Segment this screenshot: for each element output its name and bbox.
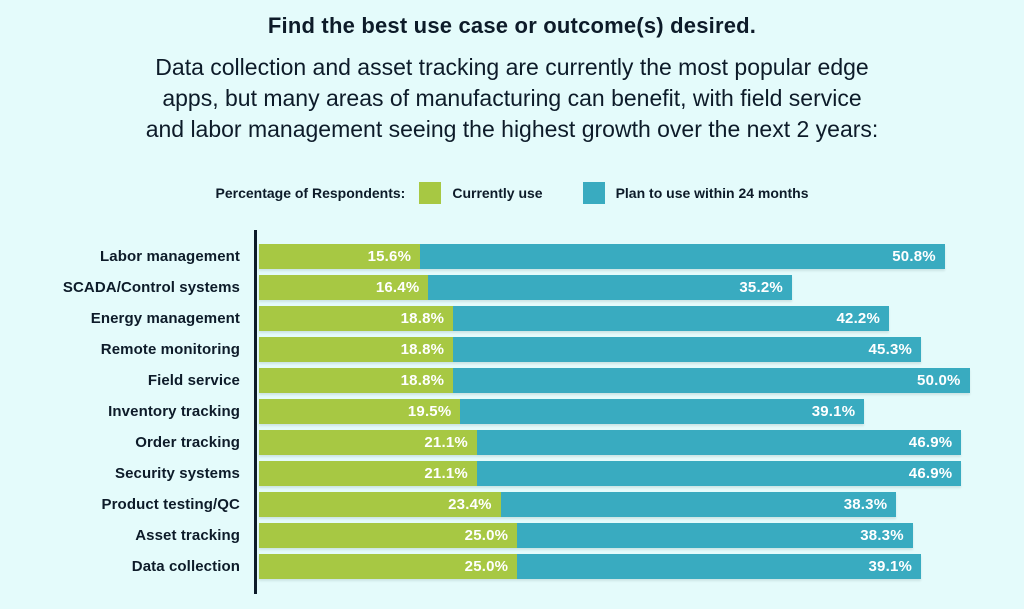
category-label: Security systems [114, 465, 240, 482]
bar-track: 16.4% 35.2% [259, 275, 792, 300]
value-label-currently-use: 23.4% [448, 496, 492, 513]
bar-segment-currently-use: 25.0% [259, 554, 518, 579]
bar-segment-currently-use: 21.1% [259, 430, 477, 455]
bar-segment-currently-use: 15.6% [259, 244, 421, 269]
legend-item-plan-to-use: Plan to use within 24 months [582, 182, 809, 204]
bar-segment-plan-to-use: 50.0% [453, 368, 970, 393]
category-label: Product testing/QC [101, 496, 240, 513]
category-label: Data collection [131, 558, 240, 575]
bar-segment-plan-to-use: 46.9% [476, 430, 962, 455]
bar-segment-plan-to-use: 50.8% [420, 244, 945, 269]
chart-rows: Labor management 15.6% 50.8% SCADA/Contr… [0, 244, 1024, 579]
value-label-plan-to-use: 42.2% [836, 310, 881, 327]
value-label-currently-use: 15.6% [367, 248, 412, 265]
value-label-plan-to-use: 46.9% [908, 434, 953, 451]
value-label-plan-to-use: 38.3% [860, 527, 904, 544]
bar-segment-currently-use: 16.4% [259, 275, 429, 300]
bar-chart: Labor management 15.6% 50.8% SCADA/Contr… [0, 230, 1024, 594]
legend-swatch-plan-to-use [582, 182, 605, 204]
category-label: SCADA/Control systems [62, 279, 240, 296]
bar-segment-currently-use: 21.1% [259, 461, 477, 486]
bar-track: 18.8% 42.2% [259, 306, 890, 331]
chart-row: Remote monitoring 18.8% 45.3% [0, 337, 1024, 362]
value-label-currently-use: 18.8% [400, 310, 445, 327]
bar-segment-plan-to-use: 39.1% [517, 554, 922, 579]
value-label-currently-use: 21.1% [424, 465, 468, 482]
value-label-currently-use: 18.8% [400, 341, 445, 358]
legend-label-plan-to-use: Plan to use within 24 months [615, 185, 809, 201]
value-label-plan-to-use: 50.8% [892, 248, 936, 265]
bar-segment-currently-use: 18.8% [259, 368, 454, 393]
category-label: Labor management [100, 248, 240, 265]
chart-row: Data collection 25.0% 39.1% [0, 554, 1024, 579]
category-label: Field service [147, 372, 240, 389]
subtitle-text: Data collection and asset tracking are c… [145, 54, 879, 142]
legend-item-currently-use: Currently use [419, 182, 543, 204]
chart-row: Inventory tracking 19.5% 39.1% [0, 399, 1024, 424]
chart-row: Labor management 15.6% 50.8% [0, 244, 1024, 269]
category-label: Asset tracking [135, 527, 240, 544]
chart-row: Field service 18.8% 50.0% [0, 368, 1024, 393]
value-label-plan-to-use: 39.1% [868, 558, 913, 575]
value-label-currently-use: 18.8% [400, 372, 445, 389]
bar-segment-currently-use: 25.0% [259, 523, 518, 548]
bar-segment-plan-to-use: 35.2% [428, 275, 792, 300]
bar-segment-currently-use: 18.8% [259, 306, 454, 331]
bar-track: 25.0% 39.1% [259, 554, 922, 579]
value-label-plan-to-use: 46.9% [908, 465, 953, 482]
chart-row: Product testing/QC 23.4% 38.3% [0, 492, 1024, 517]
chart-row: Asset tracking 25.0% 38.3% [0, 523, 1024, 548]
chart-row: Energy management 18.8% 42.2% [0, 306, 1024, 331]
category-label: Energy management [90, 310, 240, 327]
page-title: Find the best use case or outcome(s) des… [267, 13, 757, 38]
legend-swatch-currently-use [419, 182, 442, 204]
bar-segment-currently-use: 18.8% [259, 337, 454, 362]
chart-row: Order tracking 21.1% 46.9% [0, 430, 1024, 455]
bar-track: 19.5% 39.1% [259, 399, 865, 424]
value-label-plan-to-use: 39.1% [811, 403, 856, 420]
legend-title: Percentage of Respondents: [215, 185, 406, 201]
value-label-currently-use: 16.4% [375, 279, 420, 296]
value-label-currently-use: 21.1% [424, 434, 468, 451]
y-axis-line [254, 230, 257, 594]
bar-segment-currently-use: 19.5% [259, 399, 461, 424]
bar-track: 21.1% 46.9% [259, 461, 962, 486]
value-label-plan-to-use: 50.0% [917, 372, 961, 389]
chart-row: Security systems 21.1% 46.9% [0, 461, 1024, 486]
bar-track: 25.0% 38.3% [259, 523, 913, 548]
value-label-currently-use: 19.5% [407, 403, 452, 420]
value-label-plan-to-use: 35.2% [739, 279, 783, 296]
bar-track: 18.8% 45.3% [259, 337, 922, 362]
value-label-currently-use: 25.0% [464, 558, 509, 575]
category-label: Remote monitoring [100, 341, 240, 358]
bar-track: 23.4% 38.3% [259, 492, 897, 517]
bar-segment-plan-to-use: 38.3% [517, 523, 913, 548]
category-label: Inventory tracking [108, 403, 240, 420]
bar-segment-plan-to-use: 42.2% [453, 306, 890, 331]
category-label: Order tracking [135, 434, 240, 451]
value-label-currently-use: 25.0% [464, 527, 509, 544]
value-label-plan-to-use: 45.3% [868, 341, 913, 358]
bar-segment-plan-to-use: 39.1% [460, 399, 865, 424]
chart-row: SCADA/Control systems 16.4% 35.2% [0, 275, 1024, 300]
value-label-plan-to-use: 38.3% [843, 496, 888, 513]
legend-label-currently-use: Currently use [452, 185, 543, 201]
bar-segment-plan-to-use: 46.9% [476, 461, 962, 486]
bar-track: 18.8% 50.0% [259, 368, 970, 393]
bar-segment-currently-use: 23.4% [259, 492, 501, 517]
legend: Percentage of Respondents: Currently use… [0, 182, 1024, 204]
bar-track: 21.1% 46.9% [259, 430, 962, 455]
bar-track: 15.6% 50.8% [259, 244, 945, 269]
bar-segment-plan-to-use: 45.3% [453, 337, 922, 362]
bar-segment-plan-to-use: 38.3% [500, 492, 897, 517]
